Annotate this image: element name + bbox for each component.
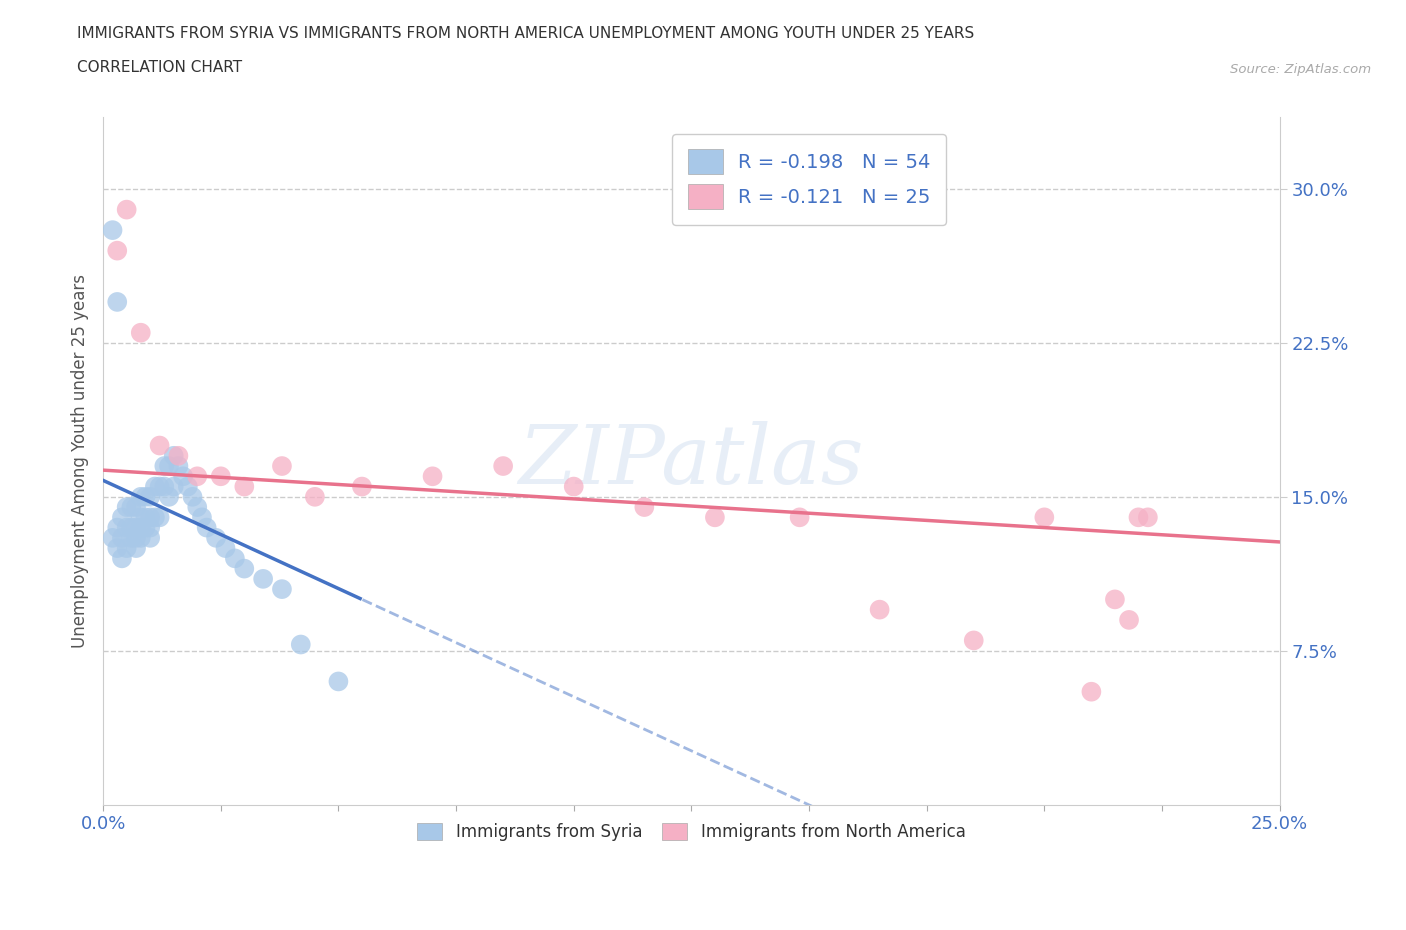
- Point: [328, 674, 350, 689]
- Point: [129, 510, 152, 525]
- Point: [562, 479, 585, 494]
- Point: [209, 469, 232, 484]
- Point: [105, 244, 128, 259]
- Text: ZIPatlas: ZIPatlas: [519, 421, 865, 501]
- Point: [172, 469, 194, 484]
- Point: [149, 479, 172, 494]
- Point: [143, 479, 166, 494]
- Point: [105, 540, 128, 555]
- Point: [214, 540, 236, 555]
- Point: [153, 458, 176, 473]
- Point: [139, 489, 162, 504]
- Point: [869, 603, 891, 618]
- Point: [271, 458, 294, 473]
- Point: [134, 510, 156, 525]
- Point: [115, 520, 138, 535]
- Point: [157, 458, 180, 473]
- Point: [111, 530, 134, 545]
- Point: [163, 479, 186, 494]
- Point: [1128, 510, 1150, 525]
- Point: [224, 551, 246, 565]
- Point: [290, 637, 312, 652]
- Text: IMMIGRANTS FROM SYRIA VS IMMIGRANTS FROM NORTH AMERICA UNEMPLOYMENT AMONG YOUTH : IMMIGRANTS FROM SYRIA VS IMMIGRANTS FROM…: [77, 26, 974, 41]
- Point: [963, 633, 986, 648]
- Point: [153, 479, 176, 494]
- Point: [186, 469, 208, 484]
- Point: [1080, 684, 1102, 699]
- Point: [143, 510, 166, 525]
- Point: [181, 489, 204, 504]
- Point: [157, 489, 180, 504]
- Point: [233, 561, 256, 576]
- Point: [105, 295, 128, 310]
- Point: [134, 489, 156, 504]
- Point: [120, 530, 142, 545]
- Point: [139, 520, 162, 535]
- Point: [195, 520, 218, 535]
- Point: [350, 479, 373, 494]
- Point: [789, 510, 811, 525]
- Point: [101, 530, 124, 545]
- Point: [1104, 591, 1126, 606]
- Point: [177, 479, 200, 494]
- Point: [1033, 510, 1056, 525]
- Point: [186, 499, 208, 514]
- Point: [139, 530, 162, 545]
- Point: [134, 520, 156, 535]
- Point: [167, 458, 190, 473]
- Point: [115, 540, 138, 555]
- Legend: Immigrants from Syria, Immigrants from North America: Immigrants from Syria, Immigrants from N…: [411, 817, 972, 848]
- Point: [422, 469, 444, 484]
- Point: [633, 499, 655, 514]
- Point: [125, 499, 148, 514]
- Point: [703, 510, 725, 525]
- Point: [167, 448, 190, 463]
- Point: [105, 520, 128, 535]
- Point: [129, 520, 152, 535]
- Point: [125, 540, 148, 555]
- Point: [115, 499, 138, 514]
- Point: [304, 489, 326, 504]
- Point: [129, 489, 152, 504]
- Point: [111, 510, 134, 525]
- Point: [163, 448, 186, 463]
- Point: [111, 551, 134, 565]
- Point: [115, 202, 138, 217]
- Point: [252, 571, 274, 586]
- Point: [129, 530, 152, 545]
- Point: [125, 520, 148, 535]
- Y-axis label: Unemployment Among Youth under 25 years: Unemployment Among Youth under 25 years: [72, 274, 89, 648]
- Point: [233, 479, 256, 494]
- Point: [1118, 613, 1140, 628]
- Point: [149, 510, 172, 525]
- Point: [492, 458, 515, 473]
- Text: CORRELATION CHART: CORRELATION CHART: [77, 60, 242, 75]
- Point: [120, 520, 142, 535]
- Point: [149, 438, 172, 453]
- Point: [139, 510, 162, 525]
- Point: [125, 530, 148, 545]
- Point: [101, 222, 124, 237]
- Point: [271, 581, 294, 596]
- Point: [191, 510, 214, 525]
- Point: [1136, 510, 1159, 525]
- Point: [129, 326, 152, 340]
- Point: [120, 499, 142, 514]
- Point: [205, 530, 228, 545]
- Text: Source: ZipAtlas.com: Source: ZipAtlas.com: [1230, 63, 1371, 76]
